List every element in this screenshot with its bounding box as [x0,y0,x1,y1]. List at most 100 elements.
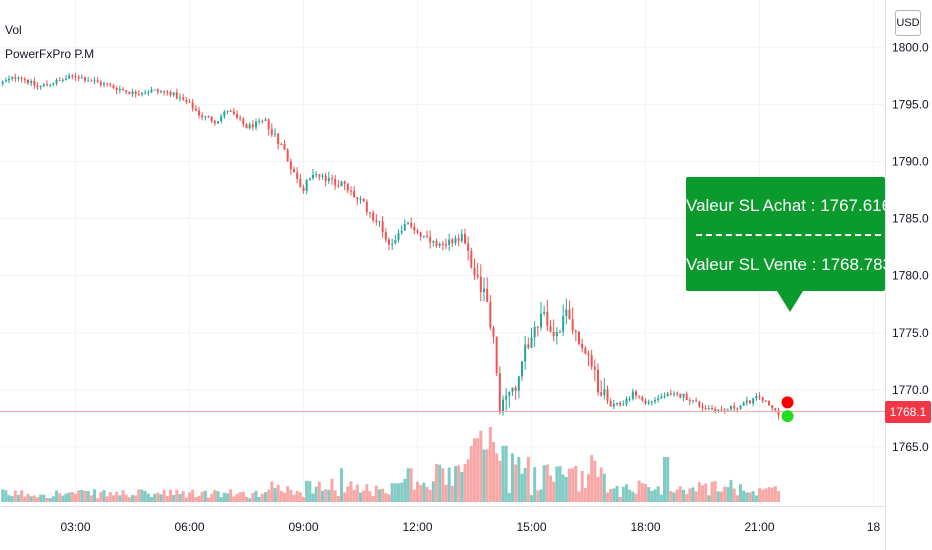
volume-bar [203,490,207,502]
volume-bar [761,489,765,502]
y-tick-label: 1770.0 [892,383,929,397]
volume-bar [153,493,157,502]
candle-body [248,124,251,129]
candle-body [156,89,159,92]
legend-indicator[interactable]: PowerFxPro P.M [5,47,95,61]
candle-body [495,336,498,374]
candle-body [213,121,216,124]
volume-bar [184,497,188,502]
volume-bar [264,492,267,502]
volume-bar [628,489,632,502]
candle-body [137,93,140,95]
candle-body [587,353,590,356]
candle-body [280,144,283,146]
volume-bar [77,490,81,502]
volume-bar [463,464,467,502]
candle-body [239,117,242,120]
candle-body [337,185,340,187]
volume-bar [283,492,286,502]
volume-bar [577,491,581,502]
candle-body [660,396,663,399]
candle-body [308,178,311,180]
candle-body [641,396,644,401]
candle-body [52,83,55,85]
candle-body [682,393,685,398]
volume-bar [716,491,720,502]
candle-body [327,177,330,182]
currency-button[interactable]: USD [895,10,921,36]
volume-bar [495,453,499,502]
candle-body [388,239,390,245]
legend-volume[interactable]: Vol [5,23,22,37]
volume-bar [621,486,625,502]
volume-bar [536,490,540,502]
sl-callout: Valeur SL Achat : 1767.616 Valeur SL Ven… [686,177,892,291]
volume-bar [751,491,755,502]
candle-body [597,369,599,393]
candle-body [369,212,371,214]
x-tick-label: 03:00 [60,520,90,534]
candle-body [365,201,368,213]
x-tick-label: 18:00 [630,520,660,534]
volume-bar [197,495,201,502]
candle-body [33,80,36,86]
candle-body [23,78,26,81]
volume-bar [381,488,385,502]
volume-bar [492,442,495,502]
candle-body [774,408,777,411]
candle-body [483,288,485,293]
candle-body [502,399,504,413]
volume-bar [188,492,191,502]
volume-bar [644,483,647,502]
volume-bar [374,485,378,502]
volume-bar [368,491,372,502]
volume-bar [659,494,663,502]
volume-bar [419,485,423,502]
candle-body [730,405,732,410]
volume-bar [29,496,33,502]
volume-bar [191,489,195,502]
candle-body [296,172,299,179]
volume-bar [511,453,514,502]
candle-body [571,319,574,331]
volume-bar [558,466,562,502]
candle-body [733,405,736,409]
candle-body [654,400,656,402]
volume-bar [697,482,701,502]
candle-body [378,221,381,223]
volume-bar [254,490,258,502]
candle-body [375,220,378,222]
volume-bar [257,497,261,502]
y-tick-label: 1765.0 [892,440,929,454]
candle-body [179,97,181,99]
candle-body [771,405,774,409]
volume-bar [260,493,264,502]
volume-bar [707,495,711,502]
candle-body [93,80,96,82]
candle-body [609,400,612,407]
candle-body [318,174,321,177]
volume-bar [32,495,36,502]
volume-bar [767,487,771,502]
y-tick-label: 1795.0 [892,97,929,111]
volume-bar [115,491,119,502]
volume-bar [450,485,454,502]
volume-bar [723,486,727,502]
volume-bar [625,484,628,502]
candle-body [685,393,688,401]
volume-bar [102,489,106,502]
candle-body [764,400,767,402]
candle-body [745,400,748,403]
volume-bar [121,490,125,502]
candle-body [492,327,495,337]
candle-body [175,92,178,99]
candle-body [226,110,229,112]
candle-body [49,84,52,86]
candle-body [467,243,470,251]
volume-bar [286,486,290,502]
volume-bar [770,487,774,502]
candle-body [84,77,86,81]
candle-body [258,120,261,122]
